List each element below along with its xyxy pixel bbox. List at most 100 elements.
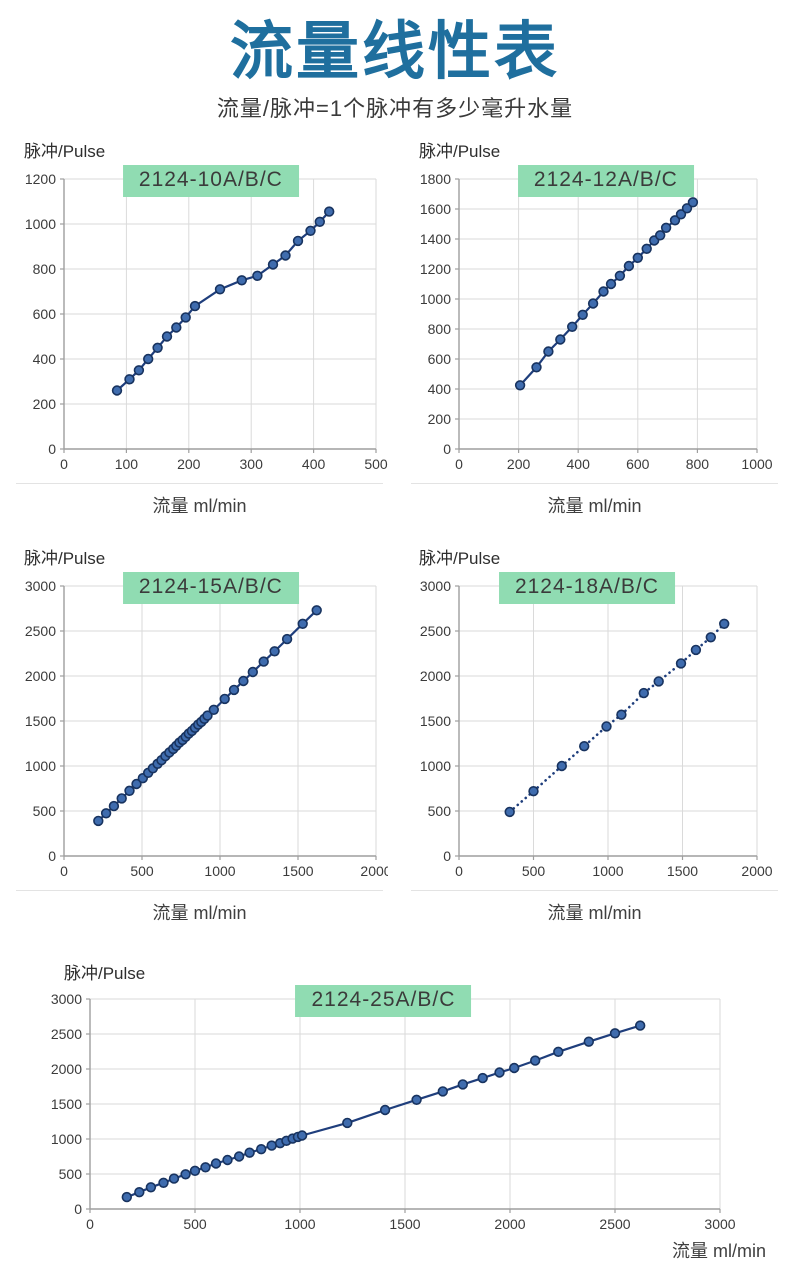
model-badge: 2124-18A/B/C bbox=[498, 572, 675, 605]
svg-text:1200: 1200 bbox=[420, 261, 451, 277]
svg-text:600: 600 bbox=[626, 456, 650, 471]
x-axis-title: 流量 ml/min bbox=[672, 1241, 766, 1262]
chart-area-2124-10: 0 200 400 600 800 1000 1200 0 100 200 300 400 500 21… bbox=[10, 165, 389, 471]
svg-text:500: 500 bbox=[364, 456, 388, 471]
divider bbox=[16, 890, 383, 892]
svg-text:500: 500 bbox=[183, 1216, 207, 1232]
svg-text:300: 300 bbox=[240, 456, 264, 471]
svg-text:1000: 1000 bbox=[420, 291, 451, 307]
model-badge: 2124-25A/B/C bbox=[295, 985, 472, 1018]
svg-text:2000: 2000 bbox=[360, 863, 388, 878]
svg-text:2000: 2000 bbox=[51, 1061, 82, 1077]
svg-text:1500: 1500 bbox=[282, 863, 313, 878]
svg-text:800: 800 bbox=[686, 456, 710, 471]
y-axis-title: 脉冲/Pulse bbox=[419, 142, 501, 162]
svg-text:800: 800 bbox=[33, 261, 57, 277]
svg-text:100: 100 bbox=[115, 456, 139, 471]
svg-text:1600: 1600 bbox=[420, 201, 451, 217]
chart-area-2124-18: 0 500 1000 1500 2000 2500 3000 0 500 1000 1500 2000… bbox=[405, 572, 784, 878]
svg-text:2500: 2500 bbox=[420, 623, 451, 639]
scatter-chart-2124-25: 0 500 1000 1500 2000 2500 3000 0 500 1000 1500 2000… bbox=[51, 991, 736, 1232]
svg-text:0: 0 bbox=[60, 863, 68, 878]
svg-text:1500: 1500 bbox=[420, 713, 451, 729]
svg-text:1000: 1000 bbox=[204, 863, 235, 878]
svg-text:1400: 1400 bbox=[420, 231, 451, 247]
svg-text:2500: 2500 bbox=[51, 1026, 82, 1042]
svg-text:0: 0 bbox=[455, 863, 463, 878]
x-axis-title: 流量 ml/min bbox=[547, 903, 642, 924]
x-axis-title: 流量 ml/min bbox=[152, 903, 247, 924]
y-axis-title: 脉冲/Pulse bbox=[24, 549, 106, 569]
scatter-chart-2124-10: 0 200 400 600 800 1000 1200 0 100 200 300 400 500 bbox=[25, 171, 388, 471]
svg-text:0: 0 bbox=[86, 1216, 94, 1232]
svg-text:200: 200 bbox=[507, 456, 531, 471]
svg-text:1000: 1000 bbox=[284, 1216, 315, 1232]
svg-text:0: 0 bbox=[48, 441, 56, 457]
chart-panel-2124-12: 脉冲/Pulse 0 200 400 600 800 1000 1200 1400 1600 18… bbox=[395, 137, 790, 518]
scatter-chart-2124-18: 0 500 1000 1500 2000 2500 3000 0 500 1000 1500 2000 bbox=[420, 578, 773, 878]
svg-text:2000: 2000 bbox=[494, 1216, 525, 1232]
divider bbox=[16, 483, 383, 485]
chart-panel-2124-18: 脉冲/Pulse 0 500 1000 1500 2000 2500 3000 0 500 100… bbox=[395, 544, 790, 925]
svg-text:2000: 2000 bbox=[741, 863, 772, 878]
y-axis-title: 脉冲/Pulse bbox=[24, 142, 106, 162]
model-badge: 2124-12A/B/C bbox=[517, 165, 694, 198]
svg-text:600: 600 bbox=[33, 306, 57, 322]
svg-text:2500: 2500 bbox=[599, 1216, 630, 1232]
svg-text:2000: 2000 bbox=[420, 668, 451, 684]
svg-text:400: 400 bbox=[567, 456, 591, 471]
chart-area-2124-15: 0 500 1000 1500 2000 2500 3000 0 500 1000 1500 2000… bbox=[10, 572, 389, 878]
model-badge: 2124-15A/B/C bbox=[122, 572, 299, 605]
page-header: 流量线性表 流量/脉冲=1个脉冲有多少毫升水量 bbox=[0, 0, 790, 123]
svg-text:500: 500 bbox=[522, 863, 546, 878]
y-axis-title: 脉冲/Pulse bbox=[64, 964, 146, 984]
svg-text:1000: 1000 bbox=[25, 216, 56, 232]
svg-text:0: 0 bbox=[443, 441, 451, 457]
svg-text:400: 400 bbox=[302, 456, 326, 471]
svg-text:1500: 1500 bbox=[389, 1216, 420, 1232]
svg-text:1800: 1800 bbox=[420, 171, 451, 187]
divider bbox=[411, 483, 778, 485]
chart-row-3: 脉冲/Pulse 0 500 1000 1500 2000 2500 3000 0 500 100… bbox=[0, 959, 790, 1263]
svg-text:0: 0 bbox=[443, 848, 451, 864]
svg-text:1200: 1200 bbox=[25, 171, 56, 187]
x-axis-title: 流量 ml/min bbox=[152, 496, 247, 517]
svg-text:3000: 3000 bbox=[420, 578, 451, 594]
x-axis-title: 流量 ml/min bbox=[547, 496, 642, 517]
svg-text:400: 400 bbox=[33, 351, 57, 367]
svg-text:1000: 1000 bbox=[420, 758, 451, 774]
svg-text:2000: 2000 bbox=[25, 668, 56, 684]
chart-row-2: 脉冲/Pulse 0 500 1000 1500 2000 2500 3000 0 500 100… bbox=[0, 544, 790, 925]
svg-text:1000: 1000 bbox=[51, 1131, 82, 1147]
svg-text:1500: 1500 bbox=[51, 1096, 82, 1112]
svg-text:1000: 1000 bbox=[25, 758, 56, 774]
svg-text:3000: 3000 bbox=[25, 578, 56, 594]
svg-text:0: 0 bbox=[455, 456, 463, 471]
divider bbox=[411, 890, 778, 892]
page-subtitle: 流量/脉冲=1个脉冲有多少毫升水量 bbox=[216, 96, 574, 122]
svg-text:500: 500 bbox=[59, 1166, 83, 1182]
chart-panel-2124-25: 脉冲/Pulse 0 500 1000 1500 2000 2500 3000 0 500 100… bbox=[0, 959, 790, 1263]
chart-row-1: 脉冲/Pulse 0 200 400 600 800 1000 1200 0 100 200 300… bbox=[0, 137, 790, 518]
svg-text:600: 600 bbox=[428, 351, 452, 367]
svg-text:0: 0 bbox=[60, 456, 68, 471]
svg-text:200: 200 bbox=[428, 411, 452, 427]
svg-text:500: 500 bbox=[428, 803, 452, 819]
svg-text:200: 200 bbox=[177, 456, 201, 471]
page-title: 流量线性表 bbox=[230, 17, 560, 87]
chart-panel-2124-10: 脉冲/Pulse 0 200 400 600 800 1000 1200 0 100 200 300… bbox=[0, 137, 395, 518]
scatter-chart-2124-15: 0 500 1000 1500 2000 2500 3000 0 500 1000 1500 2000 bbox=[25, 578, 388, 878]
svg-text:1000: 1000 bbox=[741, 456, 772, 471]
y-axis-title: 脉冲/Pulse bbox=[419, 549, 501, 569]
svg-text:0: 0 bbox=[48, 848, 56, 864]
svg-text:2500: 2500 bbox=[25, 623, 56, 639]
model-badge: 2124-10A/B/C bbox=[122, 165, 299, 198]
chart-area-2124-25: 0 500 1000 1500 2000 2500 3000 0 500 1000 1500 2000… bbox=[30, 985, 782, 1235]
svg-text:500: 500 bbox=[33, 803, 57, 819]
scatter-chart-2124-12: 0 200 400 600 800 1000 1200 1400 1600 1800 0 200 400… bbox=[420, 171, 773, 471]
svg-text:400: 400 bbox=[428, 381, 452, 397]
svg-text:0: 0 bbox=[74, 1201, 82, 1217]
chart-panel-2124-15: 脉冲/Pulse 0 500 1000 1500 2000 2500 3000 0 500 100… bbox=[0, 544, 395, 925]
svg-text:500: 500 bbox=[130, 863, 154, 878]
